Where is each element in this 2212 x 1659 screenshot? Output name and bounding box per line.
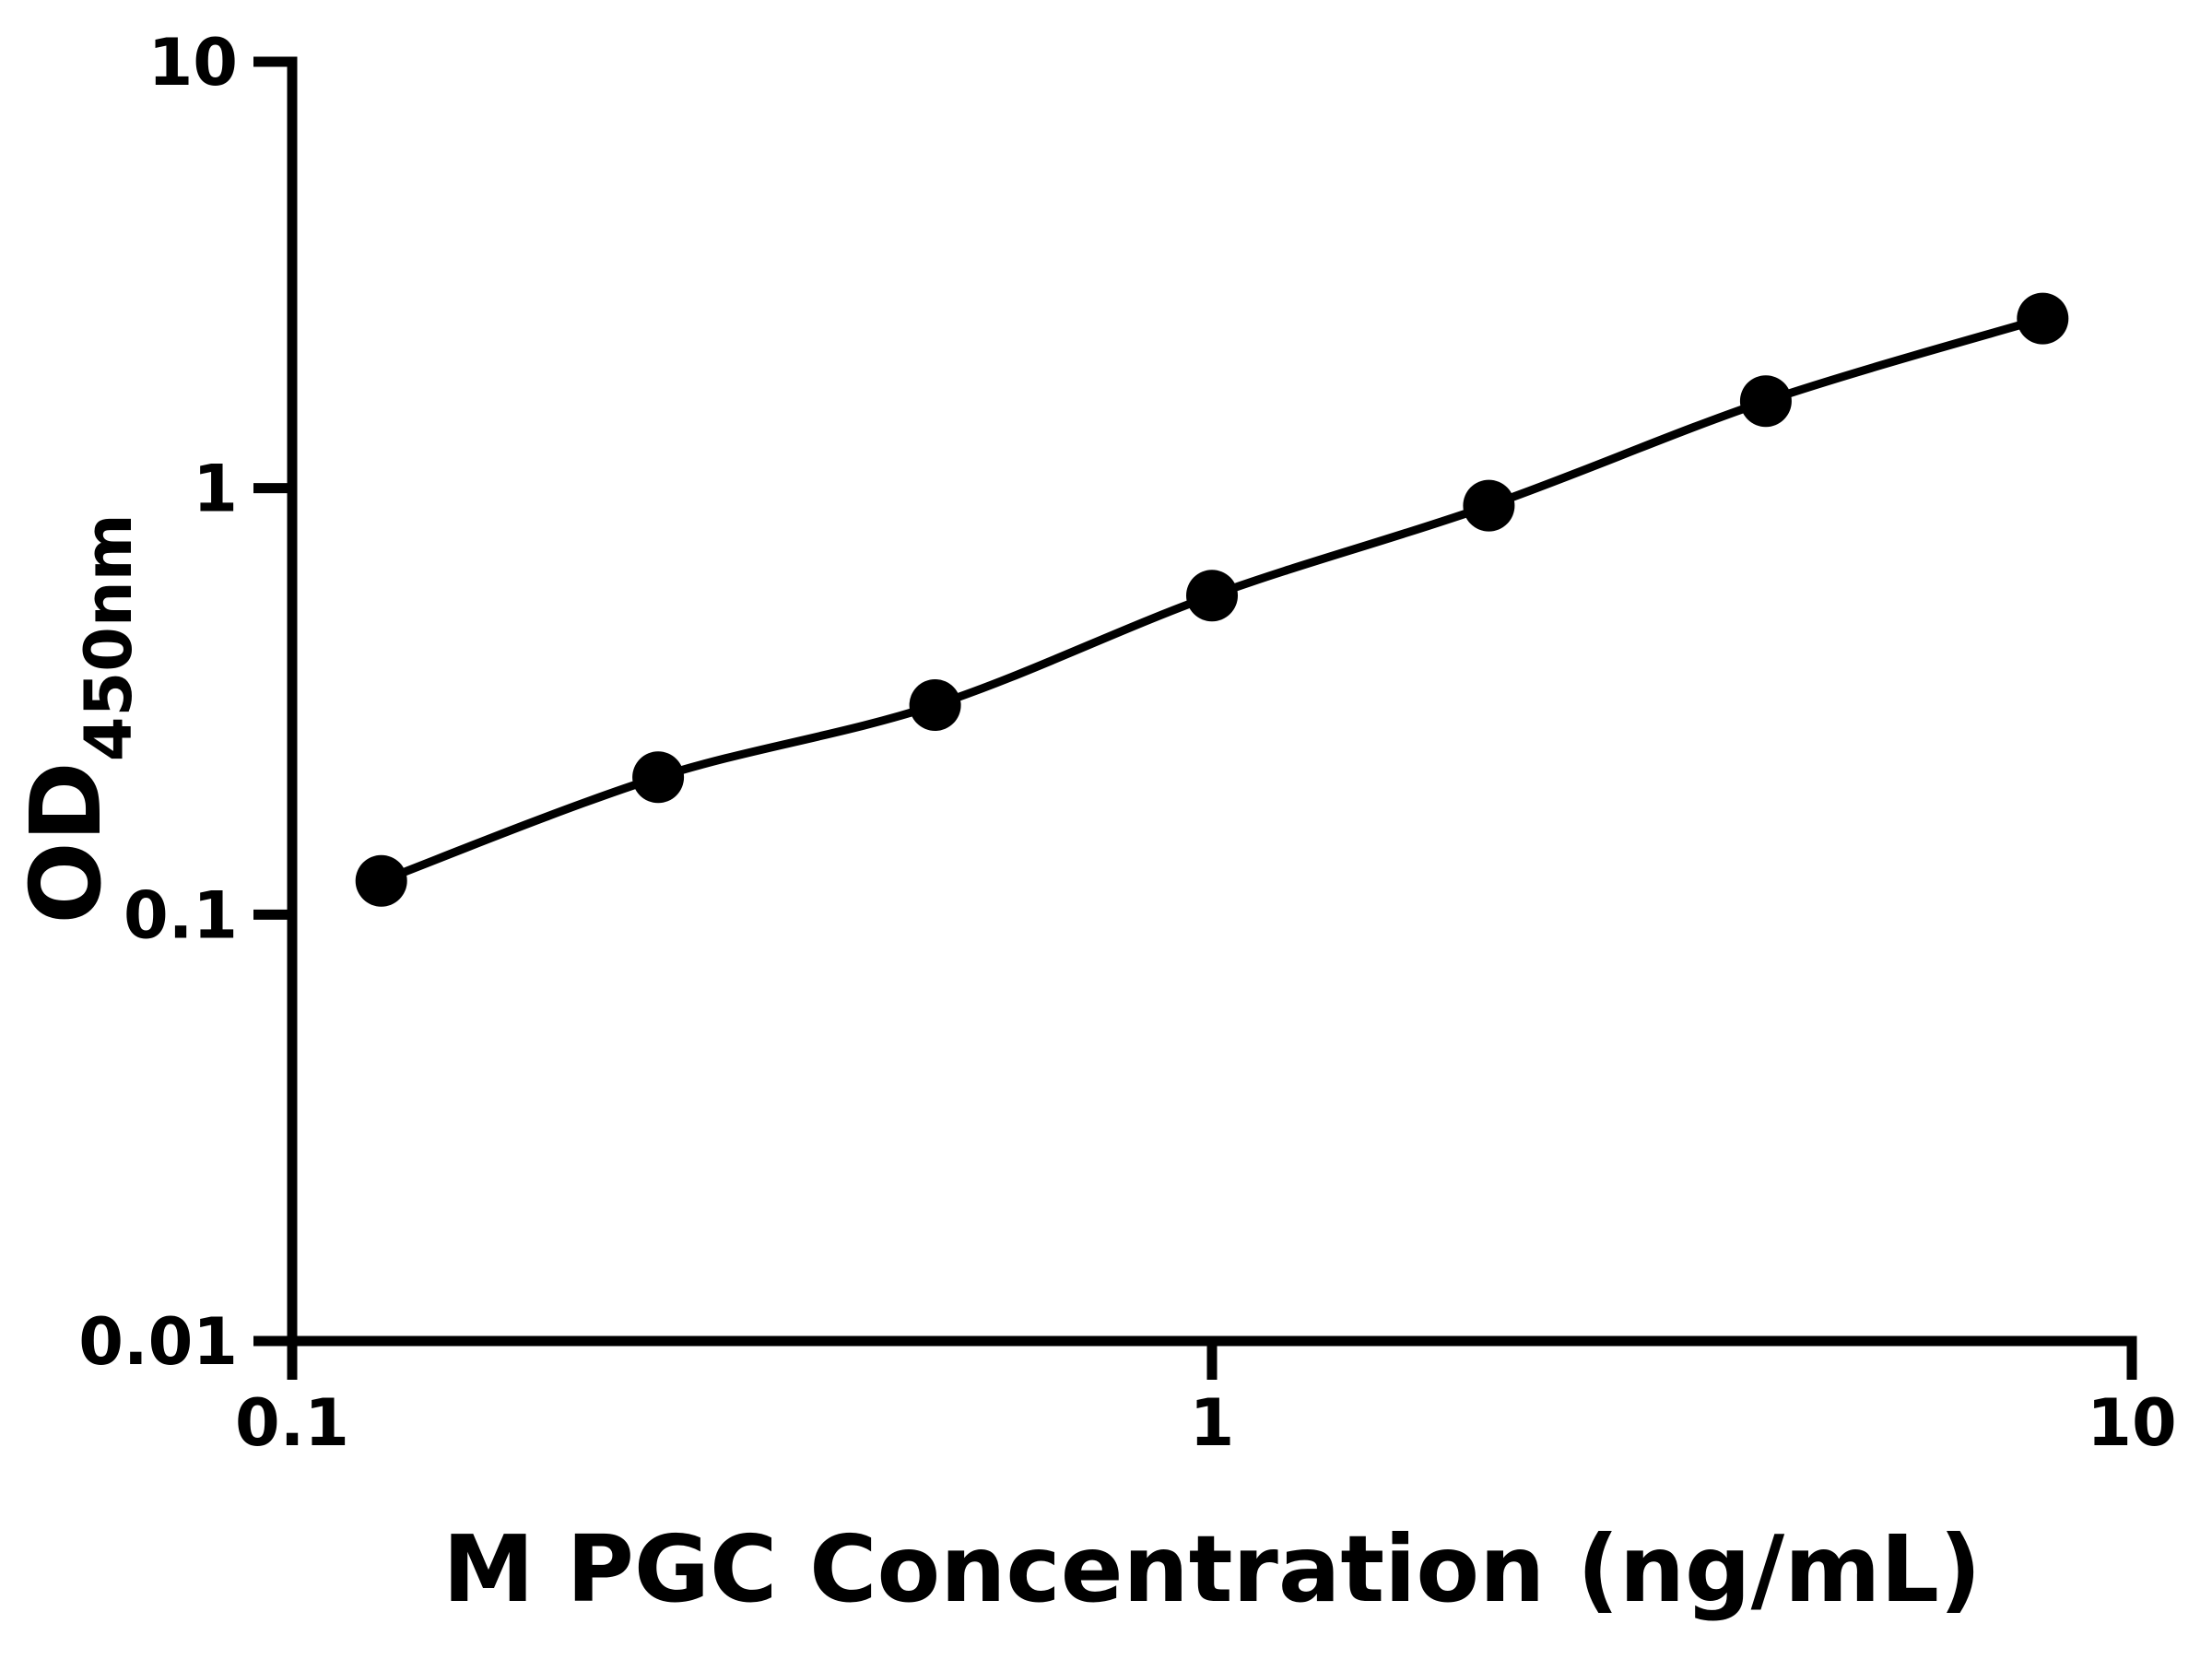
data-point: [909, 679, 961, 731]
x-tick-label: 1: [1190, 1385, 1235, 1461]
data-point: [1739, 375, 1792, 428]
y-tick-label: 1: [193, 452, 238, 527]
data-point: [1463, 479, 1515, 532]
y-tick-label: 0.1: [124, 877, 238, 953]
x-tick-label: 10: [2087, 1385, 2176, 1461]
y-tick-label: 10: [148, 25, 238, 100]
data-point: [632, 751, 685, 804]
data-point: [2017, 292, 2069, 345]
series-layer: [355, 292, 2069, 907]
y-axis-title-main: OD: [10, 761, 123, 924]
y-axis-title-subscript: 450nm: [71, 513, 147, 761]
data-point: [355, 854, 407, 907]
y-axis-title: OD450nm: [10, 513, 147, 924]
y-tick-label: 0.01: [78, 1304, 238, 1380]
data-point: [1186, 570, 1238, 622]
x-tick-label: 0.1: [235, 1385, 349, 1461]
x-axis-title: M PGC Concentration (ng/mL): [442, 1515, 1981, 1623]
